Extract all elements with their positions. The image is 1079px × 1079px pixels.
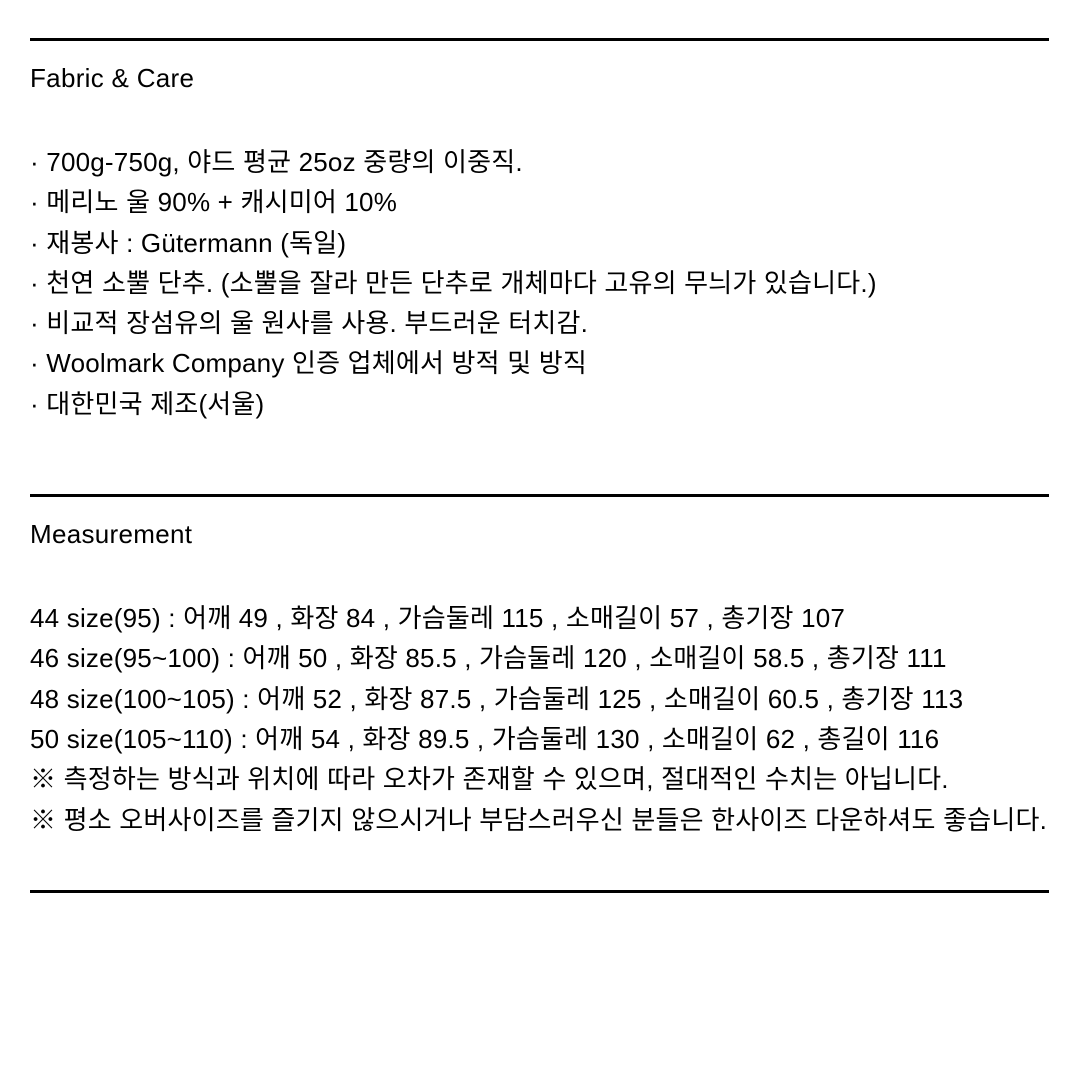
fabric-care-item: 메리노 울 90% + 캐시미어 10% xyxy=(30,182,1049,222)
measurement-title: Measurement xyxy=(30,519,1049,550)
fabric-care-item: Woolmark Company 인증 업체에서 방적 및 방직 xyxy=(30,343,1049,383)
fabric-care-item: 비교적 장섬유의 울 원사를 사용. 부드러운 터치감. xyxy=(30,303,1049,343)
fabric-care-item: 재봉사 : Gütermann (독일) xyxy=(30,223,1049,263)
measurement-note: ※ 평소 오버사이즈를 즐기지 않으시거나 부담스러우신 분들은 한사이즈 다운… xyxy=(30,800,1049,840)
fabric-care-item: 700g-750g, 야드 평균 25oz 중량의 이중직. xyxy=(30,142,1049,182)
measurement-note: ※ 측정하는 방식과 위치에 따라 오차가 존재할 수 있으며, 절대적인 수치… xyxy=(30,759,1049,799)
top-divider xyxy=(30,38,1049,41)
fabric-care-item: 대한민국 제조(서울) xyxy=(30,384,1049,424)
measurement-line: 48 size(100~105) : 어깨 52 , 화장 87.5 , 가슴둘… xyxy=(30,679,1049,719)
measurement-list: 44 size(95) : 어깨 49 , 화장 84 , 가슴둘레 115 ,… xyxy=(30,598,1049,840)
measurement-line: 44 size(95) : 어깨 49 , 화장 84 , 가슴둘레 115 ,… xyxy=(30,598,1049,638)
middle-divider xyxy=(30,494,1049,497)
bottom-divider xyxy=(30,890,1049,893)
measurement-line: 46 size(95~100) : 어깨 50 , 화장 85.5 , 가슴둘레… xyxy=(30,638,1049,678)
fabric-care-title: Fabric & Care xyxy=(30,63,1049,94)
measurement-line: 50 size(105~110) : 어깨 54 , 화장 89.5 , 가슴둘… xyxy=(30,719,1049,759)
fabric-care-list: 700g-750g, 야드 평균 25oz 중량의 이중직. 메리노 울 90%… xyxy=(30,142,1049,424)
fabric-care-item: 천연 소뿔 단추. (소뿔을 잘라 만든 단추로 개체마다 고유의 무늬가 있습… xyxy=(30,263,1049,303)
